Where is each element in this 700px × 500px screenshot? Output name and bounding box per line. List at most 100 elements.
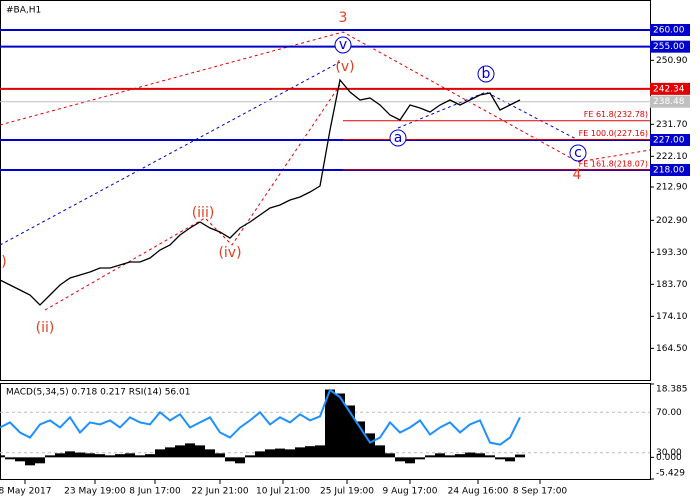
wave-label: 4 [573, 167, 582, 183]
macd-bar [195, 445, 205, 458]
macd-bar [105, 455, 115, 458]
macd-bar [295, 447, 305, 458]
macd-bar [335, 393, 345, 458]
trend-line [0, 61, 341, 246]
macd-bar [325, 389, 335, 458]
y-tick-label: -5.429 [656, 469, 685, 479]
macd-bar [135, 455, 145, 458]
x-tick-label: 8 Jun 17:00 [129, 487, 181, 497]
x-tick-label: 25 Jul 19:00 [320, 487, 374, 497]
macd-bar [405, 457, 415, 464]
level-label: 260.00 [653, 26, 685, 36]
sub-frame [0, 383, 651, 480]
x-tick-label: 8 Sep 17:00 [513, 487, 568, 497]
macd-bar [85, 453, 95, 458]
wave-label: (iii) [192, 205, 215, 221]
trend-line [44, 84, 341, 311]
macd-bar [465, 452, 475, 458]
chart-title: #BA,H1 [6, 6, 41, 16]
macd-bar [455, 454, 465, 458]
x-tick-label: 8 May 2017 [0, 487, 51, 497]
level-box [650, 164, 690, 176]
macd-bar [225, 457, 235, 462]
trend-line [397, 91, 579, 141]
wave-label: (iv) [218, 245, 241, 261]
wave-circle [389, 129, 407, 147]
fe-label: FE 61.8(232.78) [584, 110, 648, 119]
macd-bar [485, 455, 495, 458]
macd-bar [45, 455, 55, 458]
wave-label: ) [1, 254, 6, 270]
wave-label: (ii) [36, 320, 55, 336]
level-box [650, 24, 690, 36]
macd-bar [275, 448, 285, 458]
macd-bar [265, 449, 275, 458]
wave-label: a [394, 130, 403, 146]
y-tick-label: 183.70 [656, 280, 688, 290]
macd-bar [175, 445, 185, 458]
wave-label: b [482, 66, 491, 82]
wave-label: (v) [335, 59, 354, 75]
wave-circle [477, 65, 495, 83]
y-tick-label: 202.90 [656, 216, 688, 226]
level-label: 227.00 [653, 136, 685, 146]
macd-bar [505, 457, 515, 462]
macd-bar [445, 455, 455, 458]
wave-label: 3 [339, 10, 348, 26]
macd-bar [215, 453, 225, 458]
macd-bar [145, 454, 155, 458]
y-tick-label: 18.385 [656, 385, 688, 395]
trend-line [0, 31, 651, 163]
macd-bar [115, 454, 125, 458]
macd-bar [435, 453, 445, 458]
fe-label: FE 161.8(218.07) [579, 159, 648, 168]
wave-circle [334, 36, 352, 54]
main-frame [0, 0, 651, 381]
y-tick-label: 231.70 [656, 120, 688, 130]
macd-bar [315, 445, 325, 458]
level-label: 238.48 [653, 97, 685, 107]
macd-bar [475, 453, 485, 458]
level-box [650, 40, 690, 53]
y-tick-label: 174.10 [656, 312, 688, 322]
x-tick-label: 10 Jul 21:00 [256, 487, 310, 497]
macd-bar [415, 457, 425, 460]
y2-tick-label: 70.00 [656, 408, 682, 418]
macd-bar [0, 455, 5, 458]
macd-bar [355, 421, 365, 458]
macd-bar [285, 449, 295, 458]
y2-tick-label: 30.00 [656, 448, 682, 458]
macd-bar [5, 457, 15, 460]
macd-bar [245, 455, 255, 458]
level-box [650, 95, 690, 108]
macd-bar [255, 451, 265, 458]
level-label: 218.00 [653, 166, 685, 176]
macd-bar [345, 405, 355, 458]
macd-bar [155, 449, 165, 458]
macd-bar [15, 457, 25, 462]
macd-bar [495, 457, 505, 460]
level-label: 242.34 [653, 84, 685, 94]
macd-bar [185, 443, 195, 458]
macd-bar [205, 449, 215, 458]
fe-label: FE 100.0(227.16) [579, 129, 648, 138]
sub-title: MACD(5,34,5) 0.718 0.217 RSI(14) 56.01 [6, 388, 190, 398]
price-line [0, 78, 521, 306]
macd-bar [235, 457, 245, 464]
macd-bar [375, 445, 385, 458]
y-tick-label: 0.000 [656, 453, 682, 463]
level-box [650, 82, 690, 95]
x-tick-label: 24 Aug 16:00 [448, 487, 509, 497]
macd-bar [125, 453, 135, 458]
macd-bar [25, 457, 35, 466]
macd-bar [75, 452, 85, 458]
y-tick-label: 250.90 [656, 56, 688, 66]
macd-bar [305, 446, 315, 458]
macd-bar [515, 454, 525, 458]
macd-bar [35, 457, 45, 464]
wave-label: v [339, 37, 347, 53]
macd-bar [365, 433, 375, 458]
wave-label: c [574, 145, 582, 161]
macd-bar [395, 457, 405, 462]
